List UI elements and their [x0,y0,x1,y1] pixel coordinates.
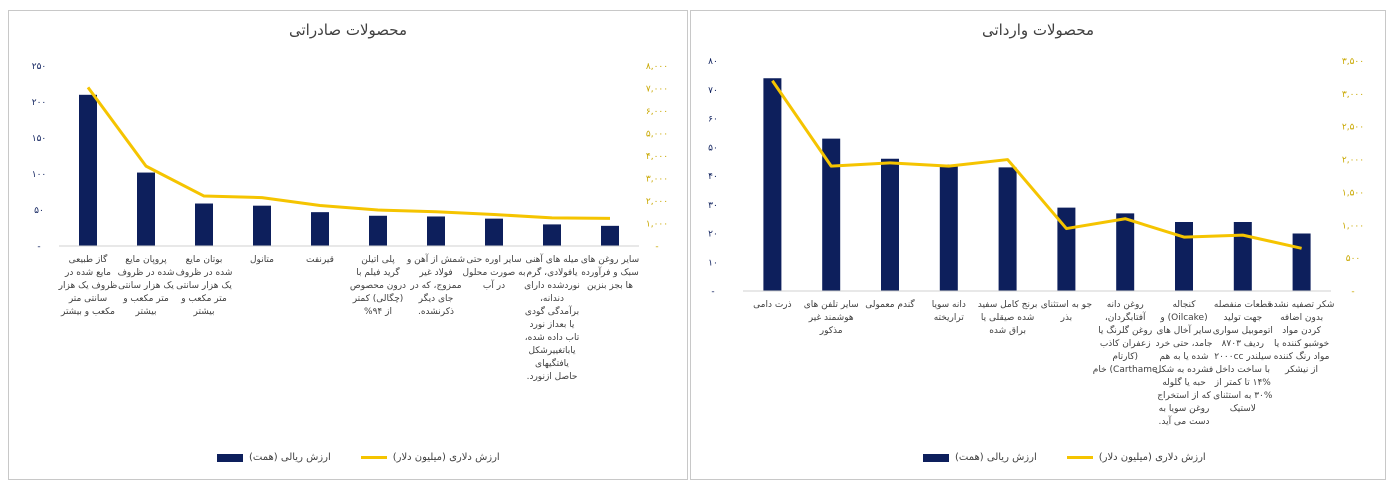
bar [311,212,329,246]
bar [601,225,619,246]
chart-title: محصولات صادراتی [289,21,407,39]
right-axis-tick-label: ۳,۰۰۰ [1342,90,1364,100]
legend-bar-label: ارزش ریالی (همت) [955,452,1037,463]
bar [543,224,561,246]
left-axis-tick-label: ۱۰۰ [32,170,47,180]
left-axis-tick-label: ۸۰ [708,57,718,67]
bar [939,164,958,291]
bar [369,215,387,246]
right-axis-tick-label: ۱,۰۰۰ [1342,221,1364,231]
bar [998,167,1017,291]
category-label: سایر اوره حتی به صورت محلول در آب [463,255,526,291]
category-label: پلی اتیلن گرید فیلم با درون محصوص (چگالی) ک… [350,255,406,317]
legend-line-swatch [360,456,387,459]
right-axis-tick-label: ۲,۰۰۰ [646,197,668,207]
right-axis-tick-label: ۲,۵۰۰ [1342,123,1364,133]
right-axis-tick-label: ۱,۵۰۰ [1342,188,1364,198]
bar [1292,233,1311,291]
import-chart-panel: محصولات وارداتی - ۱۰ ۲۰ ۳۰ ۴۰ ۵۰ ۶۰ ۷۰ ۸۰ - ۵۰۰ ۱,۰… [690,10,1386,480]
left-axis-tick-label: ۲۰۰ [32,98,47,108]
bar [822,138,841,291]
chart-legend: ارزش ریالی (همت) ارزش دلاری (میلیون دلار… [217,452,500,463]
right-axis-tick-label: ۴,۰۰۰ [646,152,668,162]
bar [79,94,97,246]
bar [1175,222,1193,291]
left-axis-tick-label: ۵۰ [708,143,718,153]
right-axis-tick-label: - [655,242,658,252]
category-label: قیرنفت [306,255,334,265]
category-label: گندم معمولی [865,298,915,310]
left-axis-tick-label: ۳۰ [708,201,718,211]
category-label: کنجاله (Oilcake) و سایر آخال های جامد، حتی … [1155,300,1213,427]
right-axis-tick-label: ۶,۰۰۰ [646,107,668,117]
bar [195,203,213,246]
left-axis-tick-label: ۴۰ [708,172,718,182]
bar [427,216,445,246]
right-axis-tick-label: - [1351,287,1354,297]
legend-bar-swatch [923,453,949,462]
import-chart-svg: - ۱۰ ۲۰ ۳۰ ۴۰ ۵۰ ۶۰ ۷۰ ۸۰ - ۵۰۰ ۱,۰۰۰ ۱,۵۰۰ ۲,۰۰۰ ۲,۵۰… [708,57,1364,427]
legend-bar-swatch [217,453,243,462]
category-label: سایر تلفن های هوشمند غیر مذکور [804,300,859,336]
category-label: دانه سویا تراریخته [932,300,966,323]
export-chart-panel: محصولات صادراتی - ۵۰ ۱۰۰ ۱۵۰ ۲۰۰ ۲۵۰ - ۱,۰۰۰ ۲,۰… [8,10,688,480]
category-label: ذرت دامی [753,300,792,310]
legend-line-swatch [1066,456,1093,459]
legend-line-label: ارزش دلاری (میلیون دلار) [1098,452,1206,463]
bar [485,218,503,246]
right-axis-tick-label: ۳,۰۰۰ [646,175,668,185]
legend-line-label: ارزش دلاری (میلیون دلار) [392,452,500,463]
legend-bar-label: ارزش ریالی (همت) [249,452,331,463]
right-axis-tick-label: ۵,۰۰۰ [646,130,668,140]
bar [1233,222,1252,291]
bar [763,78,782,291]
left-axis-tick-label: ۲۵۰ [32,62,47,72]
line-series [86,86,611,220]
category-label: جو به استثنای بذر [1041,300,1092,323]
bar [881,158,899,291]
right-axis-tick-label: ۵۰۰ [1346,254,1361,264]
category-label: سایر روغن های سبک و فرآورده ها بجز بنزین [581,255,639,291]
right-axis-tick-label: ۱,۰۰۰ [646,220,668,230]
line-series [771,79,1302,250]
left-axis-tick-label: ۷۰ [708,86,718,96]
left-axis-tick-label: - [37,242,40,252]
bar [1116,213,1135,291]
left-axis-tick-label: ۱۰ [708,258,718,268]
right-axis-tick-label: ۸,۰۰۰ [646,62,668,72]
category-label: بوتان مایع شده در ظروف یک هزار سانتی متر مک… [176,255,233,317]
category-label: برنج کامل سفید شده صیقلی یا براق شده [978,300,1038,336]
left-axis-tick-label: ۵۰ [34,206,44,216]
bar [137,172,155,246]
category-label: روغن دانه آفتابگردان، روغن گلرنگ یا زعفران … [1093,300,1158,375]
category-label: متانول [250,255,274,265]
chart-legend: ارزش ریالی (همت) ارزش دلاری (میلیون دلار… [923,452,1206,463]
left-axis-tick-label: ۱۵۰ [32,134,47,144]
bar [253,205,271,246]
category-label: شمش از آهن و فولاد غیر ممزوج، که در جای دیگ… [406,253,465,317]
right-axis-tick-label: ۳,۵۰۰ [1342,57,1364,67]
right-axis-tick-label: ۲,۰۰۰ [1342,156,1364,166]
left-axis-tick-label: ۲۰ [708,230,718,240]
left-axis-tick-label: ۶۰ [708,115,718,125]
chart-title: محصولات وارداتی [981,21,1095,39]
category-label: قطعات منفصله جهت تولید اتوموبیل سواری ردیف … [1213,300,1273,414]
right-axis-tick-label: ۷,۰۰۰ [646,85,668,95]
category-label: گاز طبیعی مایع شده در ظروف یک هزار سانتی مت… [58,253,118,317]
category-label: پروپان مایع شده در ظروف یک هزار سانتی متر م… [118,255,175,317]
category-label: میله های آهنی یافولادی، گرم نوردشده دارای د… [524,253,580,382]
left-axis-tick-label: - [711,287,714,297]
category-label: شکر تصفیه نشده بدون اضافه کردن مواد خوشبو ک… [1269,300,1335,375]
export-chart-svg: - ۵۰ ۱۰۰ ۱۵۰ ۲۰۰ ۲۵۰ - ۱,۰۰۰ ۲,۰۰۰ ۳,۰۰۰ ۴,۰۰۰ ۵,۰۰… [32,62,668,382]
